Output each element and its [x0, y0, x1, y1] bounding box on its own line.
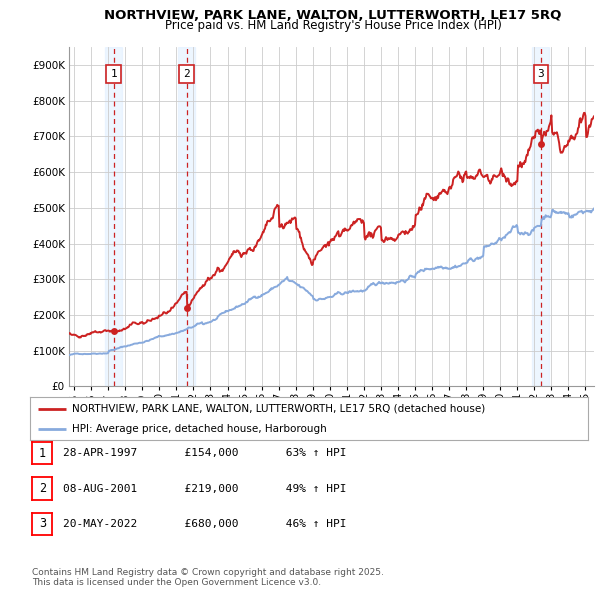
Text: HPI: Average price, detached house, Harborough: HPI: Average price, detached house, Harb… [72, 424, 326, 434]
Bar [113, 47, 114, 386]
Bar [105, 47, 122, 386]
Bar [186, 47, 187, 386]
Text: 3: 3 [39, 517, 46, 530]
Text: 28-APR-1997       £154,000       63% ↑ HPI: 28-APR-1997 £154,000 63% ↑ HPI [63, 448, 347, 458]
Text: 3: 3 [538, 70, 544, 79]
Text: NORTHVIEW, PARK LANE, WALTON, LUTTERWORTH, LE17 5RQ (detached house): NORTHVIEW, PARK LANE, WALTON, LUTTERWORT… [72, 404, 485, 414]
Text: 08-AUG-2001       £219,000       49% ↑ HPI: 08-AUG-2001 £219,000 49% ↑ HPI [63, 484, 347, 493]
Text: 1: 1 [39, 447, 46, 460]
Text: Price paid vs. HM Land Registry's House Price Index (HPI): Price paid vs. HM Land Registry's House … [164, 19, 502, 32]
Text: 2: 2 [183, 70, 190, 79]
Text: 2: 2 [39, 482, 46, 495]
Bar [178, 47, 195, 386]
Text: 20-MAY-2022       £680,000       46% ↑ HPI: 20-MAY-2022 £680,000 46% ↑ HPI [63, 519, 347, 529]
Bar [532, 47, 550, 386]
Text: 1: 1 [110, 70, 117, 79]
Text: NORTHVIEW, PARK LANE, WALTON, LUTTERWORTH, LE17 5RQ: NORTHVIEW, PARK LANE, WALTON, LUTTERWORT… [104, 9, 562, 22]
Text: Contains HM Land Registry data © Crown copyright and database right 2025.
This d: Contains HM Land Registry data © Crown c… [32, 568, 384, 587]
